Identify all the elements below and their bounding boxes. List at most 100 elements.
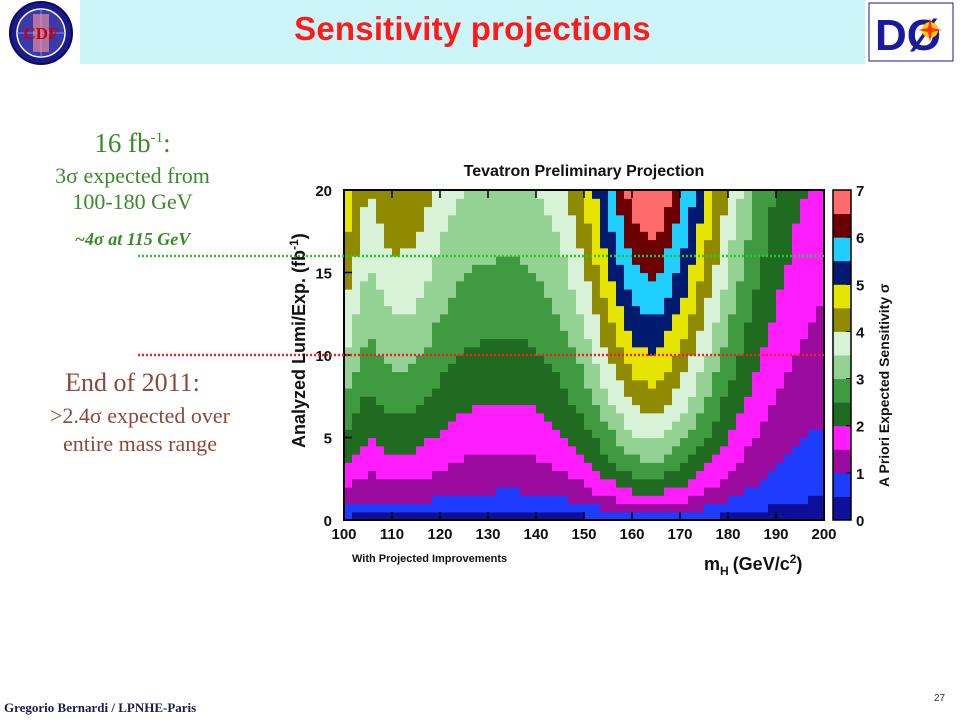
note-16-fb-colon: : [163,128,171,158]
note-4-sigma: ~4σ at 115 GeV [74,229,191,249]
heatmap-cell [696,429,705,439]
heatmap-cell [648,214,657,224]
heatmap-cell [808,247,817,257]
heatmap-cell [368,289,377,298]
heatmap-cell [440,280,449,290]
heatmap-cell [616,371,625,381]
heatmap-cell [600,371,609,381]
heatmap-cell [696,256,705,265]
heatmap-cell [768,264,777,274]
heatmap-cell [528,478,537,488]
heatmap-cell [496,330,505,340]
heatmap-cell [656,280,665,290]
heatmap-cell [464,437,473,447]
heatmap-cell [568,396,577,406]
heatmap-cell [456,256,465,265]
heatmap-cell [656,297,665,307]
heatmap-cell [544,487,553,496]
heatmap-cell [536,190,545,199]
heatmap-cell [552,264,561,274]
heatmap-cell [544,445,553,455]
heatmap-cell [752,247,761,257]
heatmap-cell [752,322,761,331]
heatmap-cell [696,239,705,249]
heatmap-cell [360,313,369,323]
heatmap-cell [688,330,697,340]
heatmap-cell [672,305,681,315]
heatmap-cell [624,421,633,430]
heatmap-cell [688,305,697,315]
heatmap-cell [712,346,721,356]
heatmap-cell [624,462,633,472]
heatmap-cell [672,214,681,224]
heatmap-cell [792,346,801,356]
heatmap-cell [416,256,425,265]
heatmap-cell [416,289,425,298]
heatmap-cell [672,322,681,331]
heatmap-cell [808,421,817,430]
heatmap-cell [392,313,401,323]
heatmap-cell [544,214,553,224]
heatmap-cell [616,190,625,199]
heatmap-cell [576,478,585,488]
heatmap-cell [432,272,441,282]
heatmap-cell [464,421,473,430]
heatmap-cell [576,305,585,315]
heatmap-cell [568,214,577,224]
heatmap-cell [352,206,361,216]
heatmap-cell [752,478,761,488]
heatmap-cell [424,421,433,430]
heatmap-cell [704,396,713,406]
heatmap-cell [520,503,529,513]
heatmap-cell [432,478,441,488]
heatmap-cell [400,272,409,282]
heatmap-cell [376,437,385,447]
heatmap-cell [488,454,497,463]
heatmap-cell [664,272,673,282]
heatmap-cell [352,363,361,373]
heatmap-cell [520,495,529,505]
heatmap-cell [544,297,553,307]
heatmap-cell [496,388,505,397]
heatmap-cell [432,404,441,414]
heatmap-cell [752,297,761,307]
heatmap-cell [720,470,729,480]
heatmap-cell [744,198,753,208]
heatmap-cell [352,388,361,397]
heatmap-cell [624,445,633,455]
heatmap-cell [808,429,817,439]
heatmap-cell [648,495,657,505]
heatmap-cell [472,421,481,430]
heatmap-cell [504,214,513,224]
heatmap-cell [368,214,377,224]
heatmap-cell [384,429,393,439]
heatmap-cell [776,272,785,282]
heatmap-cell [416,338,425,348]
heatmap-cell [544,289,553,298]
heatmap-cell [632,305,641,315]
heatmap-cell [600,214,609,224]
heatmap-cell [568,322,577,331]
heatmap-cell [464,338,473,348]
heatmap-cell [808,412,817,422]
heatmap-cell [520,190,529,199]
heatmap-cell [784,330,793,340]
heatmap-cell [672,503,681,513]
heatmap-cell [712,214,721,224]
heatmap-cell [544,223,553,232]
heatmap-cell [560,206,569,216]
heatmap-cell [520,396,529,406]
heatmap-cell [560,404,569,414]
heatmap-cell [704,338,713,348]
heatmap-cell [464,190,473,199]
heatmap-cell [592,371,601,381]
heatmap-cell [728,289,737,298]
heatmap-cell [432,511,441,521]
heatmap-cell [672,190,681,199]
heatmap-cell [520,280,529,290]
heatmap-cell [600,231,609,241]
heatmap-cell [472,346,481,356]
heatmap-cell [688,264,697,274]
heatmap-cell [816,272,825,282]
heatmap-cell [504,487,513,496]
